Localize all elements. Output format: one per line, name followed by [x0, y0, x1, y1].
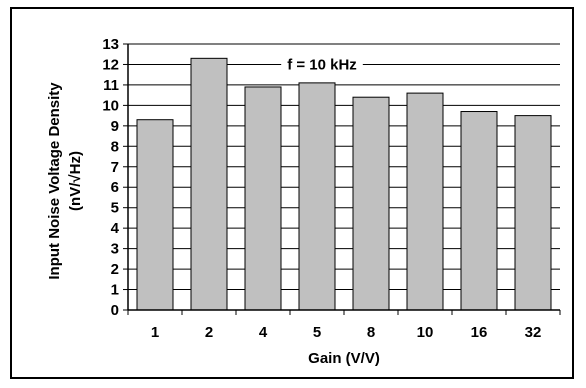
bar-4: [244, 86, 282, 311]
x-tick-label: 16: [471, 324, 488, 341]
bar-8: [352, 96, 390, 311]
y-tick-label: 12: [102, 56, 119, 73]
annotation: f = 10 kHz: [281, 56, 363, 74]
x-tick-label: 4: [259, 324, 268, 341]
y-tick-label: 10: [102, 97, 119, 114]
x-tick-label: 8: [367, 324, 375, 341]
y-tick-label: 4: [111, 220, 120, 237]
y-tick-label: 9: [111, 118, 119, 135]
x-tick-label: 10: [417, 324, 434, 341]
bar-32: [514, 115, 552, 311]
y-tick-label: 1: [111, 282, 119, 299]
y-tick-label: 5: [111, 200, 119, 217]
bar-5: [298, 82, 336, 311]
y-tick-label: 7: [111, 159, 119, 176]
bar-1: [136, 119, 174, 311]
annotation-background: [281, 56, 363, 74]
y-tick-label: 3: [111, 241, 119, 258]
bar-16: [460, 111, 498, 311]
bars: [136, 57, 552, 311]
y-tick-label: 13: [102, 36, 119, 53]
y-tick-label: 8: [111, 138, 119, 155]
y-axis-title-line2: (nV/√Hz): [67, 151, 84, 211]
bar-10: [406, 92, 444, 311]
axes: [123, 43, 561, 315]
x-tick-label: 1: [151, 324, 159, 341]
y-tick-label: 6: [111, 179, 119, 196]
y-tick-label: 2: [111, 261, 119, 278]
x-tick-label: 32: [525, 324, 542, 341]
bar-2: [190, 57, 228, 311]
x-tick-labels: 1 2 4 5 8 10 16 32: [151, 324, 542, 341]
x-tick-label: 5: [313, 324, 321, 341]
x-axis-title: Gain (V/V): [308, 350, 380, 367]
y-tick-label: 11: [103, 77, 119, 94]
annotation-text: f = 10 kHz: [287, 56, 357, 73]
y-axis-title-line1: Input Noise Voltage Density: [46, 82, 63, 280]
y-tick-label: 0: [111, 302, 119, 319]
x-tick-label: 2: [205, 324, 213, 341]
